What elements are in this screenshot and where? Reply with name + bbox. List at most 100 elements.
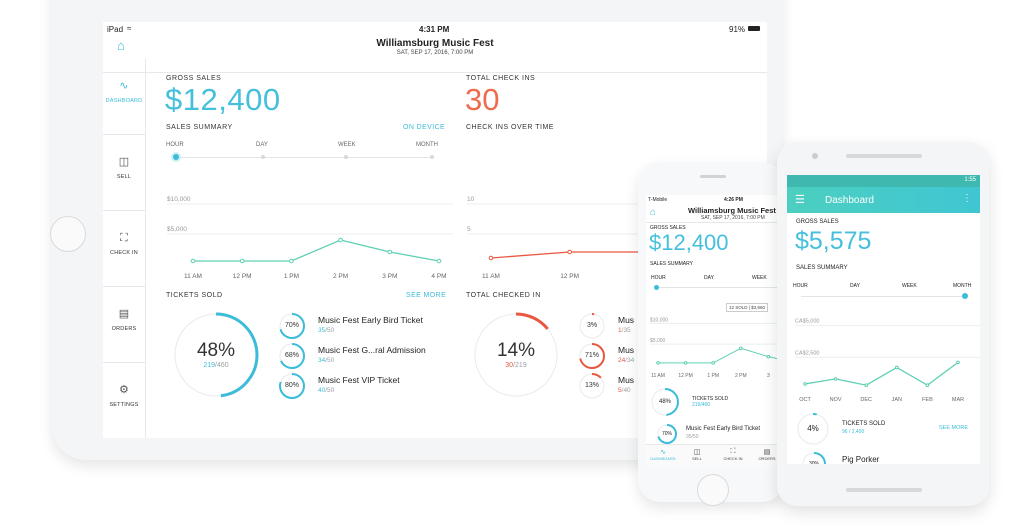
checkin-ring: [579, 373, 605, 399]
total-checkins-value: 30: [465, 82, 500, 117]
separator: /: [621, 327, 624, 334]
android-see-more-link[interactable]: SEE MORE: [939, 425, 969, 431]
iphone-tab-orders[interactable]: ▤ ORDERS: [752, 448, 780, 461]
ticket-row[interactable]: 70% Music Fest Early Bird Ticket 35/50: [278, 312, 458, 340]
ticket-total: 50: [327, 327, 335, 334]
tickets-sold-label: TICKETS SOLD: [166, 292, 223, 299]
iphone-home-button[interactable]: [697, 474, 729, 506]
iphone-range-hour[interactable]: HOUR: [651, 275, 666, 281]
series-line: [193, 239, 440, 262]
checkin-percent: 13%: [584, 382, 599, 389]
home-icon[interactable]: ⌂: [650, 207, 657, 218]
iphone-tab-dashboard[interactable]: ∿ DASHBOARD: [648, 448, 678, 461]
data-point[interactable]: [711, 361, 715, 365]
ticket-row[interactable]: 80% Music Fest VIP Ticket 40/50: [278, 372, 458, 400]
android-range-week[interactable]: WEEK: [902, 283, 917, 289]
iphone-screen: T-Mobile 4:26 PM ⌂ Williamsburg Music Fe…: [646, 195, 781, 467]
ticket-row[interactable]: 68% Music Fest G...ral Admission 34/50: [278, 342, 458, 370]
ticket-sold: 40: [318, 387, 326, 394]
iphone-range-day[interactable]: DAY: [704, 275, 714, 281]
data-point[interactable]: [488, 255, 494, 261]
sidebar-item-orders[interactable]: ▤ ORDERS: [103, 286, 145, 363]
checkin-percent: 71%: [584, 352, 599, 359]
sales-chart: $10,000 $5,000 11 AM 12 PM 1 PM 2 PM 3 PM 4 PM: [167, 196, 453, 280]
data-point[interactable]: [436, 258, 442, 264]
sidebar-item-sell[interactable]: ◫ SELL: [103, 134, 145, 211]
sidebar-item-settings[interactable]: ⚙ SETTINGS: [103, 362, 145, 438]
x-tick-label: 1 PM: [707, 373, 719, 379]
y-tick-label: 10: [467, 196, 475, 203]
sidebar-item-check-in[interactable]: ⛶ CHECK IN: [103, 210, 145, 287]
chart-icon: ∿: [119, 80, 129, 92]
data-point[interactable]: [925, 383, 930, 387]
range-week[interactable]: WEEK: [338, 142, 356, 148]
sidebar-item-label: SELL: [116, 174, 132, 180]
iphone-tab-check-in[interactable]: ⛶ CHECK IN: [718, 448, 748, 461]
android-range-thumb[interactable]: [962, 293, 968, 299]
checkin-row[interactable]: 13% Mus 5/40: [578, 372, 758, 400]
data-point[interactable]: [190, 258, 196, 264]
series-line: [658, 347, 780, 364]
sidebar-item-label: ORDERS: [111, 326, 137, 332]
data-point[interactable]: [567, 249, 572, 255]
scan-icon: ⛶: [120, 232, 128, 244]
tab-label: SELL: [692, 456, 702, 461]
data-point[interactable]: [766, 354, 771, 359]
event-title: Williamsburg Music Fest: [376, 38, 494, 49]
home-icon[interactable]: ⌂: [117, 38, 125, 53]
ticket-total: 50: [327, 387, 335, 394]
checkin-percent: 3%: [586, 322, 598, 329]
battery-icon: [748, 26, 760, 31]
total-checkins-label: TOTAL CHECK INS: [466, 75, 536, 82]
iphone-event-date: SAT, SEP 17, 2016, 7:00 PM: [701, 215, 765, 221]
checkin-row[interactable]: 71% Mus 24/34: [578, 342, 758, 370]
progress-arc: [279, 313, 305, 339]
data-point[interactable]: [833, 377, 838, 381]
checked-in-ring: [473, 312, 559, 398]
iphone-ticket-arc: [657, 424, 677, 444]
data-point[interactable]: [956, 360, 960, 365]
sidebar-item-dashboard[interactable]: ∿ DASHBOARD: [103, 58, 145, 135]
ipad-home-button[interactable]: [50, 216, 86, 252]
progress-arc: [579, 313, 605, 339]
x-tick-label: NOV: [830, 397, 842, 403]
android-gross-sales-label: GROSS SALES: [796, 219, 839, 225]
data-point[interactable]: [803, 382, 807, 386]
android-item-name: Pig Porker: [842, 455, 880, 464]
android-range-month[interactable]: MONTH: [953, 283, 972, 289]
data-point[interactable]: [864, 383, 868, 387]
tickets-sold-ring: [173, 312, 259, 398]
data-point[interactable]: [683, 361, 688, 365]
see-more-link[interactable]: SEE MORE: [406, 292, 447, 299]
x-tick-label: FEB: [922, 397, 933, 403]
iphone-range-week[interactable]: WEEK: [752, 275, 767, 281]
checkins-over-time-label: CHECK INS OVER TIME: [466, 124, 554, 131]
android-range-hour[interactable]: HOUR: [793, 283, 808, 289]
range-selector[interactable]: HOUR DAY WEEK MONTH: [166, 142, 446, 162]
checkin-total: 34: [627, 357, 635, 364]
range-hour[interactable]: HOUR: [166, 142, 184, 148]
data-point[interactable]: [739, 346, 743, 351]
y-tick-label: $10,000: [650, 317, 668, 323]
data-point[interactable]: [387, 249, 393, 255]
menu-icon[interactable]: ☰: [795, 194, 805, 206]
android-range-day[interactable]: DAY: [850, 283, 860, 289]
data-point[interactable]: [895, 365, 899, 370]
data-point[interactable]: [289, 258, 294, 264]
range-thumb[interactable]: [173, 154, 179, 160]
iphone-chart-tooltip: 12 SOLD | $3,960: [726, 303, 768, 312]
more-icon[interactable]: ⋮: [962, 193, 972, 204]
data-point[interactable]: [656, 361, 660, 365]
iphone-tab-sell[interactable]: ◫ SELL: [682, 448, 712, 461]
checkin-row[interactable]: 3% Mus 1/35: [578, 312, 758, 340]
data-point[interactable]: [338, 237, 343, 243]
ticket-percent: 68%: [284, 352, 299, 359]
range-month[interactable]: MONTH: [416, 142, 438, 148]
iphone-range-thumb[interactable]: [654, 285, 659, 290]
x-tick-label: 3: [767, 373, 770, 379]
on-device-link[interactable]: ON DEVICE: [403, 124, 446, 131]
data-point[interactable]: [239, 258, 245, 264]
scan-icon: ⛶: [730, 448, 736, 455]
android-app-bar: ☰ Dashboard ⋮: [787, 187, 980, 213]
range-day[interactable]: DAY: [256, 142, 268, 148]
